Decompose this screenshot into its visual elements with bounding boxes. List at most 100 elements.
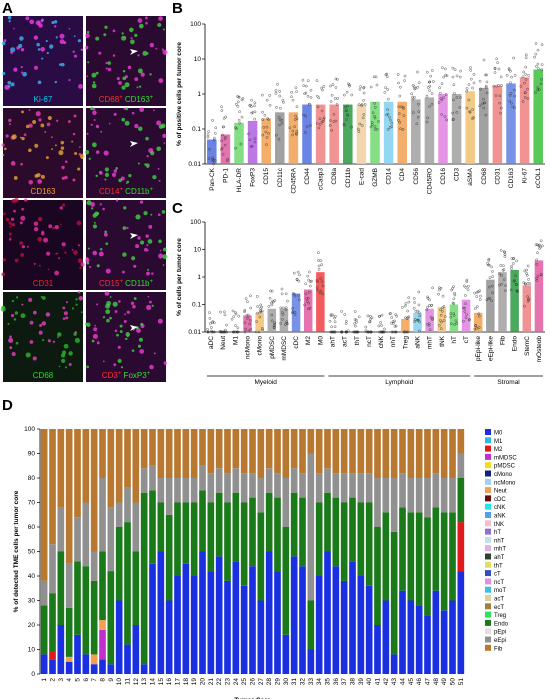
cell-dot [147, 268, 150, 271]
stack-segment [190, 429, 198, 478]
data-point [399, 105, 403, 109]
data-point [316, 288, 319, 292]
data-point [364, 325, 368, 329]
data-point [262, 126, 266, 129]
data-point [329, 314, 333, 318]
stack-segment [457, 453, 465, 478]
data-point [485, 73, 488, 77]
cell-dot [62, 317, 66, 320]
cell-dot [135, 214, 141, 220]
micrograph [86, 16, 166, 106]
cell-dot [28, 148, 32, 153]
stack-segment [432, 473, 440, 508]
stack-segment [349, 429, 356, 474]
cell-dot [112, 54, 116, 57]
stack-segment [257, 512, 265, 601]
data-point [527, 278, 530, 281]
data-point [353, 322, 356, 325]
stack-segment [165, 429, 173, 478]
cell-dot [20, 162, 23, 166]
cell-dot [3, 212, 6, 216]
cell-dot [90, 123, 93, 126]
data-point [240, 115, 244, 119]
marker-label-part: + [149, 187, 153, 193]
data-point [403, 79, 406, 82]
cell-dot [162, 49, 168, 55]
cell-dot [1, 41, 6, 46]
stack-segment [290, 429, 298, 469]
data-point [399, 127, 402, 131]
data-point [540, 68, 544, 71]
legend-swatch [485, 553, 491, 560]
data-point [437, 292, 440, 296]
cell-dot [13, 209, 16, 213]
data-point [346, 114, 350, 117]
stack-segment [257, 429, 265, 478]
micrograph [86, 200, 166, 290]
cell-dot [95, 71, 99, 75]
data-point [485, 80, 489, 84]
cell-dot [138, 337, 143, 342]
cell-dot [34, 174, 39, 178]
cell-dot [152, 174, 157, 180]
data-point [344, 109, 348, 113]
bar [383, 101, 394, 164]
data-point [281, 318, 284, 321]
data-point [490, 284, 494, 288]
data-point [523, 81, 526, 85]
legend-entry: M1 [494, 439, 503, 445]
data-point [426, 295, 429, 299]
legend-swatch [485, 570, 491, 577]
data-point [294, 114, 297, 118]
cell-dot [54, 225, 59, 230]
arrow-icon [130, 141, 138, 147]
data-point [451, 301, 455, 305]
group-label: Myeloid [255, 379, 278, 386]
cell-dot [62, 350, 67, 355]
stack-segment [174, 502, 181, 576]
cell-dot [47, 115, 52, 121]
cell-dot [28, 297, 33, 302]
cell-dot [96, 303, 99, 306]
category-label: CD14 [386, 168, 393, 185]
cell-dot [36, 42, 40, 47]
data-point [340, 330, 343, 334]
cell-dot [111, 172, 117, 178]
data-point [240, 98, 244, 102]
data-point [431, 80, 435, 83]
cell-dot [19, 241, 24, 245]
legend-entry: mhT [494, 547, 506, 553]
data-point [397, 105, 400, 109]
data-point [220, 109, 224, 112]
data-point [307, 301, 311, 305]
cell-dot [9, 335, 12, 339]
data-point [375, 128, 379, 131]
legend-swatch [485, 495, 491, 502]
data-point [211, 119, 214, 122]
cell-dot [162, 254, 168, 260]
data-point [220, 148, 223, 151]
data-point [244, 327, 248, 331]
category-label: thT [354, 336, 361, 345]
stack-segment [299, 566, 306, 674]
data-point [477, 312, 481, 316]
legend-swatch [485, 487, 491, 494]
cell-dot [150, 151, 155, 156]
bar [437, 307, 447, 332]
cell-dot [96, 264, 100, 268]
cell-dot [90, 202, 96, 207]
data-point [332, 330, 336, 334]
legend-entry: nhT [494, 538, 505, 544]
data-point [390, 125, 394, 128]
marker-label: CD163 [31, 187, 56, 196]
cell-dot [11, 352, 16, 357]
cell-dot [158, 16, 163, 21]
cell-dot [107, 61, 111, 65]
category-label: cT [463, 336, 470, 343]
data-point [255, 330, 258, 334]
bar [533, 69, 543, 164]
data-point [484, 86, 488, 89]
data-point [514, 274, 517, 277]
stack-segment [149, 490, 156, 564]
data-point [397, 119, 400, 122]
